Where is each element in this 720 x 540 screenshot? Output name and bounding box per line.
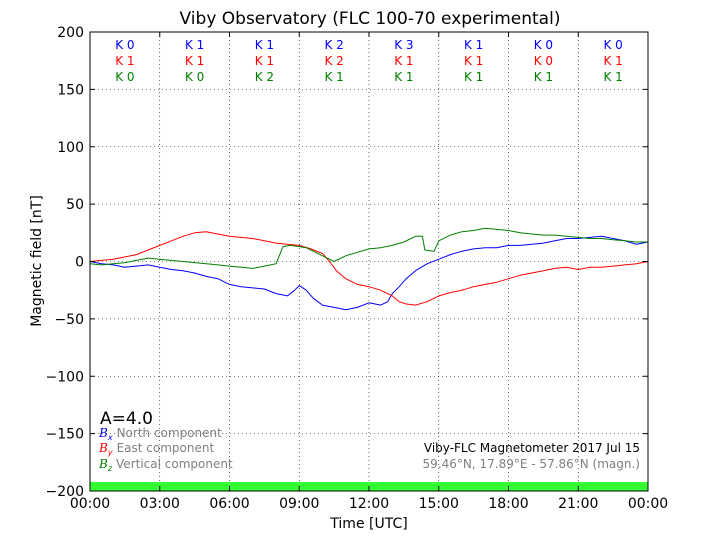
legend-entry: Bx North component bbox=[98, 426, 222, 442]
y-tick-label: −50 bbox=[54, 312, 84, 328]
legend-subscript: x bbox=[107, 433, 113, 442]
y-tick-label: 150 bbox=[57, 82, 84, 98]
legend-subscript: z bbox=[107, 464, 113, 473]
ticks: 00:00 03:00 06:00 09:00 12:00 15:00 18:00 21:00… bbox=[46, 25, 669, 512]
k-index-cell: K 1 bbox=[534, 70, 553, 84]
y-tick-label: −150 bbox=[46, 427, 84, 443]
k-index-cell: K 1 bbox=[185, 54, 204, 68]
legend-symbol: B bbox=[98, 426, 108, 440]
x-axis-label: Time [UTC] bbox=[329, 516, 407, 532]
legend-symbol: B bbox=[98, 457, 108, 471]
x-tick-label: 00:00 bbox=[628, 496, 668, 512]
x-tick-label: 15:00 bbox=[419, 496, 459, 512]
k-index-cell: K 1 bbox=[115, 54, 134, 68]
series-line-east-component bbox=[89, 231, 649, 306]
y-tick-label: 0 bbox=[75, 255, 84, 271]
y-tick-label: 200 bbox=[57, 25, 84, 41]
footer-coords: 59.46°N, 17.89°E - 57.86°N (magn.) bbox=[423, 457, 640, 471]
series-line-vertical-component bbox=[89, 227, 648, 269]
k-index-cell: K 1 bbox=[185, 38, 204, 52]
k-index-cell: K 1 bbox=[394, 54, 413, 68]
a-index-label: A=4.0 bbox=[100, 409, 153, 429]
k-index-cell: K 1 bbox=[603, 70, 622, 84]
k-index-table: K 0 K 1 K 1 K 2 K 3 K 1 K 0 K 0 K 1 K 1 K 1 K 2 K 1 K… bbox=[115, 38, 623, 84]
legend-label: North component bbox=[117, 426, 223, 440]
k-index-cell: K 2 bbox=[324, 54, 343, 68]
x-tick-label: 06:00 bbox=[209, 496, 249, 512]
footer-title: Viby-FLC Magnetometer 2017 Jul 15 bbox=[424, 441, 640, 455]
series-group bbox=[89, 227, 649, 311]
series-line-north-component bbox=[89, 235, 649, 311]
k-index-cell: K 0 bbox=[603, 38, 622, 52]
k-index-cell: K 1 bbox=[464, 54, 483, 68]
chart-title: Viby Observatory (FLC 100-70 experimenta… bbox=[180, 9, 561, 29]
x-tick-label: 12:00 bbox=[349, 496, 389, 512]
x-tick-label: 03:00 bbox=[140, 496, 180, 512]
x-tick-label: 00:00 bbox=[70, 496, 110, 512]
x-tick-label: 09:00 bbox=[279, 496, 319, 512]
y-tick-label: −200 bbox=[46, 484, 84, 500]
legend-label: East component bbox=[117, 441, 215, 455]
k-index-cell: K 0 bbox=[115, 70, 134, 84]
k-index-cell: K 1 bbox=[603, 54, 622, 68]
k-index-cell: K 0 bbox=[534, 54, 553, 68]
legend-subscript: y bbox=[107, 448, 113, 457]
legend-entry: Bz Vertical component bbox=[98, 457, 233, 473]
y-tick-label: 100 bbox=[57, 140, 84, 156]
k-index-cell: K 2 bbox=[324, 38, 343, 52]
y-tick-label: −100 bbox=[46, 369, 84, 385]
grid bbox=[90, 32, 648, 491]
legend-symbol: B bbox=[98, 441, 108, 455]
k-index-cell: K 0 bbox=[185, 70, 204, 84]
legend: Bx North component By East component Bz Verti… bbox=[98, 426, 233, 473]
y-axis-label: Magnetic field [nT] bbox=[29, 195, 45, 327]
k-index-cell: K 1 bbox=[324, 70, 343, 84]
k-index-cell: K 1 bbox=[464, 70, 483, 84]
legend-entry: By East component bbox=[98, 441, 214, 457]
k-index-cell: K 1 bbox=[255, 54, 274, 68]
x-tick-label: 21:00 bbox=[558, 496, 598, 512]
k-index-cell: K 1 bbox=[255, 38, 274, 52]
k-index-cell: K 2 bbox=[255, 70, 274, 84]
k-index-cell: K 0 bbox=[115, 38, 134, 52]
k-index-cell: K 0 bbox=[534, 38, 553, 52]
k-index-cell: K 1 bbox=[464, 38, 483, 52]
k-index-cell: K 3 bbox=[394, 38, 413, 52]
y-tick-label: 50 bbox=[66, 197, 84, 213]
legend-label: Vertical component bbox=[116, 457, 233, 471]
x-tick-label: 18:00 bbox=[488, 496, 528, 512]
k-index-cell: K 1 bbox=[394, 70, 413, 84]
